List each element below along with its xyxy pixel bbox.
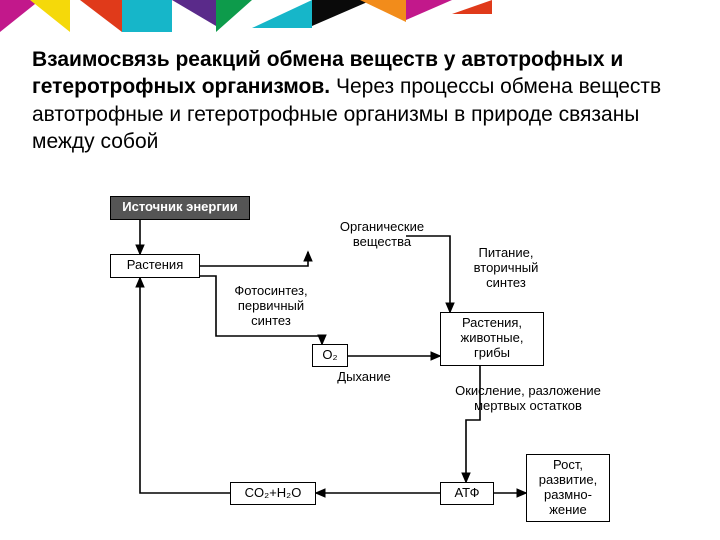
node-atp: АТФ bbox=[440, 482, 494, 505]
slide-text: Взаимосвязь реакций обмена веществ у авт… bbox=[32, 46, 688, 155]
node-co2: CO₂+H₂O bbox=[230, 482, 316, 505]
label-org: Органическиевещества bbox=[322, 220, 442, 250]
node-consumers: Растения,животные,грибы bbox=[440, 312, 544, 366]
label-nutrition: Питание,вторичныйсинтез bbox=[456, 246, 556, 291]
label-resp: Дыхание bbox=[324, 370, 404, 385]
node-energy: Источник энергии bbox=[110, 196, 250, 220]
label-oxid: Окисление, разложениемертвых остатков bbox=[438, 384, 618, 414]
node-growth: Рост,развитие,размно-жение bbox=[526, 454, 610, 522]
label-photo: Фотосинтез,первичныйсинтез bbox=[216, 284, 326, 329]
node-plants: Растения bbox=[110, 254, 200, 278]
geometric-banner bbox=[0, 0, 720, 32]
node-o2: O₂ bbox=[312, 344, 348, 367]
metabolism-flowchart: infourok.ru Источник энергииРастенияO₂Ра… bbox=[110, 196, 610, 536]
